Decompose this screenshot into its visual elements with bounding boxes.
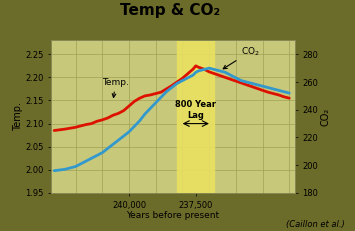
- Text: Temp.: Temp.: [102, 78, 129, 97]
- Text: (Caillon et al.): (Caillon et al.): [286, 220, 344, 229]
- Text: CO$_2$: CO$_2$: [223, 45, 260, 69]
- X-axis label: Years before present: Years before present: [126, 211, 220, 220]
- Y-axis label: CO₂: CO₂: [321, 107, 331, 126]
- Bar: [177, 40, 214, 193]
- Y-axis label: Temp.: Temp.: [13, 102, 23, 131]
- Text: Temp & CO₂: Temp & CO₂: [120, 3, 220, 18]
- Text: 800 Year
Lag: 800 Year Lag: [175, 100, 216, 120]
